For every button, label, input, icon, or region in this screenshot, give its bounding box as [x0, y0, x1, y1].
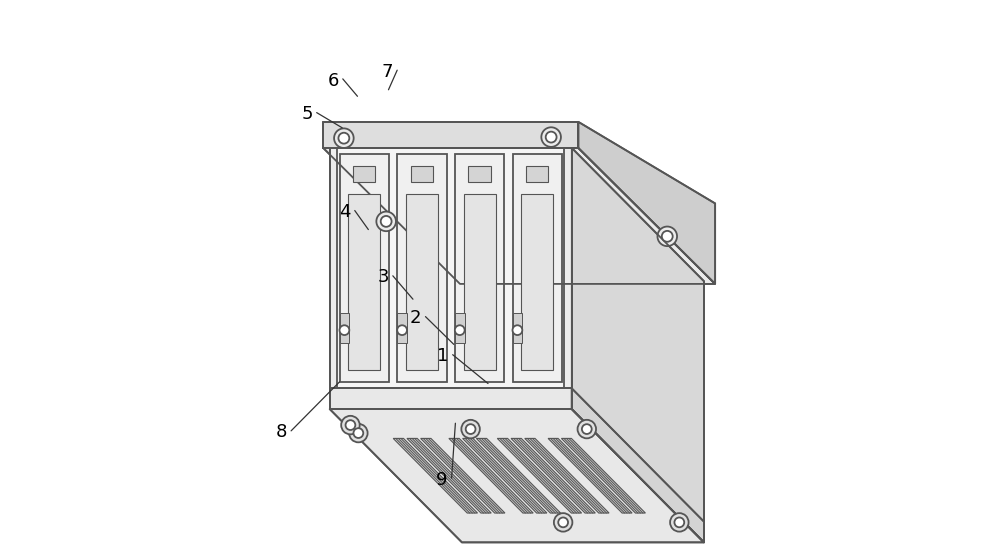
Bar	[564, 148, 572, 388]
Circle shape	[670, 513, 689, 531]
Bar	[406, 194, 438, 370]
Bar	[411, 166, 433, 182]
Polygon shape	[407, 438, 491, 513]
Circle shape	[346, 420, 355, 430]
Polygon shape	[497, 438, 582, 513]
Polygon shape	[561, 438, 645, 513]
Polygon shape	[476, 438, 561, 513]
Bar	[330, 148, 572, 409]
Circle shape	[513, 325, 522, 335]
Bar	[455, 313, 465, 343]
Bar	[340, 313, 349, 343]
Polygon shape	[449, 438, 533, 513]
Bar	[521, 194, 553, 370]
Text: 5: 5	[301, 105, 313, 123]
Bar	[468, 166, 491, 182]
Polygon shape	[578, 122, 715, 284]
Circle shape	[381, 216, 392, 227]
Text: 7: 7	[382, 63, 393, 81]
Polygon shape	[330, 409, 704, 542]
Text: 8: 8	[276, 423, 287, 442]
Bar	[330, 148, 337, 388]
Circle shape	[349, 424, 368, 442]
Polygon shape	[572, 148, 704, 542]
Text: 9: 9	[436, 471, 448, 489]
Polygon shape	[525, 438, 609, 513]
Text: 4: 4	[339, 203, 351, 221]
Circle shape	[657, 226, 677, 246]
Bar	[348, 194, 380, 370]
Circle shape	[341, 416, 360, 434]
Circle shape	[455, 325, 465, 335]
Polygon shape	[548, 438, 632, 513]
Polygon shape	[323, 148, 715, 284]
Text: 1: 1	[437, 347, 449, 366]
Polygon shape	[463, 438, 547, 513]
Bar	[340, 154, 389, 382]
Circle shape	[662, 231, 673, 242]
Circle shape	[466, 424, 475, 434]
Bar	[513, 154, 562, 382]
Circle shape	[353, 428, 363, 438]
Circle shape	[334, 128, 354, 148]
Circle shape	[541, 127, 561, 147]
Polygon shape	[511, 438, 595, 513]
Circle shape	[554, 513, 572, 531]
Polygon shape	[421, 438, 505, 513]
Text: 6: 6	[327, 71, 339, 90]
Circle shape	[340, 325, 349, 335]
Polygon shape	[572, 388, 704, 542]
Bar	[513, 313, 522, 343]
Bar	[464, 194, 496, 370]
Bar	[455, 154, 504, 382]
Circle shape	[461, 420, 480, 438]
Bar	[526, 166, 548, 182]
Polygon shape	[393, 438, 478, 513]
Circle shape	[338, 133, 349, 144]
Text: 3: 3	[377, 268, 389, 287]
Circle shape	[558, 517, 568, 527]
Polygon shape	[323, 122, 578, 148]
Bar	[397, 313, 407, 343]
Circle shape	[582, 424, 592, 434]
Circle shape	[376, 212, 396, 231]
Circle shape	[674, 517, 684, 527]
Circle shape	[578, 420, 596, 438]
Circle shape	[397, 325, 407, 335]
Bar	[353, 166, 375, 182]
Polygon shape	[330, 388, 572, 409]
Circle shape	[546, 132, 557, 143]
Text: 2: 2	[410, 309, 421, 327]
Bar	[397, 154, 447, 382]
